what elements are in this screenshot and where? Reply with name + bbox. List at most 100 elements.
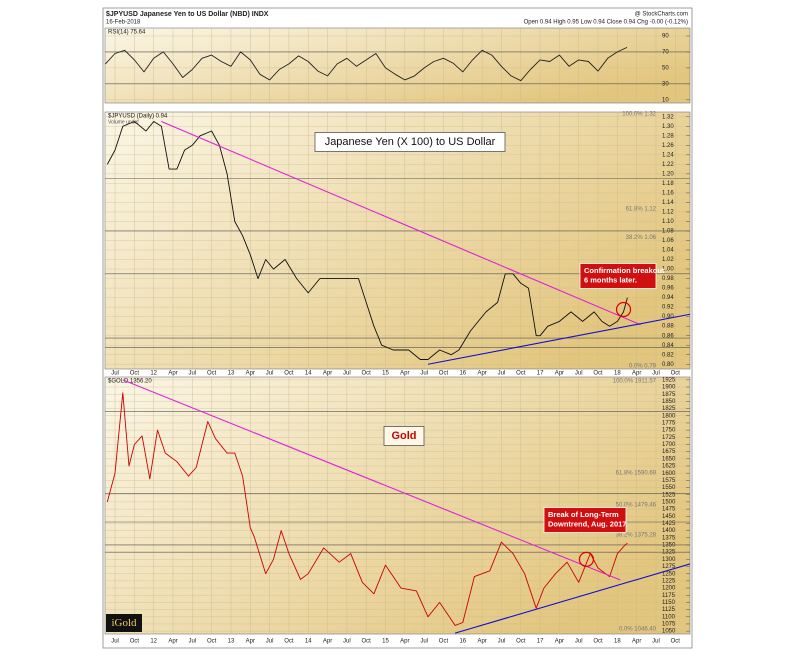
y-tick-label: 1800 <box>662 413 676 419</box>
y-tick-label: 1.00 <box>662 267 674 273</box>
y-tick-label: 1575 <box>662 478 676 484</box>
y-tick-label: 1.16 <box>662 190 674 196</box>
x-tick-label: Jul <box>575 371 583 377</box>
annotation-box <box>579 263 657 289</box>
panel-title: RSI(14) 75.64 <box>108 30 146 36</box>
y-tick-label: 1775 <box>662 421 676 427</box>
x-tick-label: 17 <box>537 639 544 645</box>
x-tick-label: Jul <box>498 639 506 645</box>
fib-label: 0.0% 1046.40 <box>619 627 657 633</box>
x-tick-label: Oct <box>207 639 217 645</box>
y-tick-label: 0.80 <box>662 362 674 368</box>
x-tick-label: Jul <box>498 371 506 377</box>
y-tick-label: 1375 <box>662 535 676 541</box>
y-tick-label: 1900 <box>662 385 676 391</box>
y-tick-label: 1450 <box>662 514 676 520</box>
y-tick-label: 1.10 <box>662 219 674 225</box>
panel-background <box>104 376 691 635</box>
y-tick-label: 1350 <box>662 543 676 549</box>
x-tick-label: Apr <box>168 371 177 377</box>
y-tick-label: 70 <box>662 50 669 56</box>
x-tick-label: Jul <box>188 639 196 645</box>
x-tick-label: Jul <box>420 371 428 377</box>
x-tick-label: Apr <box>246 639 255 645</box>
x-tick-label: Jul <box>266 371 274 377</box>
x-tick-label: Oct <box>439 371 449 377</box>
x-tick-label: Jul <box>343 371 351 377</box>
x-tick-label: Oct <box>130 371 140 377</box>
y-tick-label: 1825 <box>662 406 676 412</box>
x-tick-label: Apr <box>400 639 409 645</box>
y-tick-label: 0.90 <box>662 314 674 320</box>
x-tick-label: Jul <box>266 639 274 645</box>
x-tick-label: Oct <box>593 639 603 645</box>
header-date: 16-Feb-2018 <box>106 20 141 26</box>
x-tick-label: Apr <box>477 639 486 645</box>
y-tick-label: 1925 <box>662 377 676 383</box>
y-tick-label: 10 <box>662 97 669 103</box>
x-tick-label: 16 <box>459 371 466 377</box>
fib-label: 50.0% 1479.46 <box>616 502 657 508</box>
annotation-text: Break of Long-Term <box>548 510 619 519</box>
x-tick-label: Oct <box>516 371 526 377</box>
y-tick-label: 0.98 <box>662 276 674 282</box>
y-tick-label: 1500 <box>662 499 676 505</box>
panel-title: $JPYUSD (Daily) 0.94 <box>108 114 168 120</box>
x-tick-label: Oct <box>516 639 526 645</box>
header-title: $JPYUSD Japanese Yen to US Dollar (NBD) … <box>106 11 269 18</box>
x-tick-label: Jul <box>111 639 119 645</box>
y-tick-label: 1.14 <box>662 200 674 206</box>
x-tick-label: Apr <box>632 639 641 645</box>
fib-label: 38.2% 1375.28 <box>616 532 657 538</box>
logo: iGold <box>111 617 137 629</box>
annotation-box <box>543 507 627 533</box>
annotation-text: Downtrend, Aug. 2017 <box>548 520 626 529</box>
highlight-circle <box>578 551 595 567</box>
x-tick-label: Oct <box>362 639 372 645</box>
y-tick-label: 1650 <box>662 456 676 462</box>
annotation-text: Confirmation breakout <box>584 266 665 275</box>
x-tick-label: Oct <box>593 371 603 377</box>
y-tick-label: 1550 <box>662 485 676 491</box>
y-tick-label: 30 <box>662 81 669 87</box>
header-source: @ StockCharts.com <box>635 12 688 18</box>
price-line <box>106 121 628 360</box>
x-tick-label: Oct <box>362 371 372 377</box>
x-tick-label: Oct <box>671 639 681 645</box>
y-tick-label: 1.06 <box>662 238 674 244</box>
x-tick-label: Jul <box>111 371 119 377</box>
trend-line <box>454 563 691 634</box>
x-tick-label: Apr <box>555 371 564 377</box>
x-tick-label: Apr <box>246 371 255 377</box>
trend-line <box>122 379 621 581</box>
fib-label: 61.8% 1.12 <box>626 207 657 213</box>
x-tick-label: 16 <box>459 639 466 645</box>
y-tick-label: 1425 <box>662 521 676 527</box>
y-tick-label: 1175 <box>662 593 676 599</box>
panel-title: $GOLD 1356.20 <box>108 379 152 385</box>
x-tick-label: 17 <box>537 371 544 377</box>
x-tick-label: Jul <box>420 639 428 645</box>
x-tick-label: 12 <box>150 639 157 645</box>
y-tick-label: 1.24 <box>662 152 674 158</box>
y-tick-label: 1300 <box>662 557 676 563</box>
x-tick-label: 18 <box>614 371 621 377</box>
y-tick-label: 0.94 <box>662 295 674 301</box>
x-tick-label: Apr <box>323 371 332 377</box>
annotation-box <box>383 426 425 446</box>
y-tick-label: 1.26 <box>662 143 674 149</box>
y-tick-label: 1675 <box>662 449 676 455</box>
y-tick-label: 1.20 <box>662 171 674 177</box>
y-tick-label: 1.02 <box>662 257 674 263</box>
y-tick-label: 1700 <box>662 442 676 448</box>
x-tick-label: Oct <box>284 371 294 377</box>
y-tick-label: 0.86 <box>662 333 674 339</box>
y-tick-label: 1725 <box>662 435 676 441</box>
trend-line <box>161 121 641 326</box>
y-tick-label: 1100 <box>662 614 676 620</box>
x-tick-label: Jul <box>652 639 660 645</box>
x-tick-label: 13 <box>228 371 235 377</box>
y-tick-label: 0.84 <box>662 343 674 349</box>
